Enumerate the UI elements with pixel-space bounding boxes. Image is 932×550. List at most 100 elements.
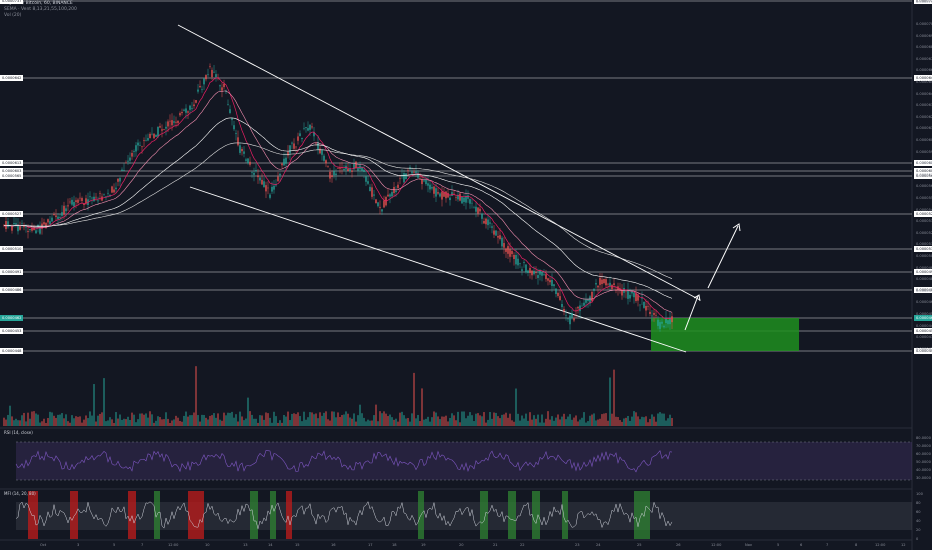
candle-body (181, 112, 183, 114)
price-tick: 0.0000690 (916, 33, 932, 38)
volume-bar (143, 414, 145, 426)
candle-body (137, 142, 139, 146)
candle-body (525, 264, 527, 273)
x-tick: 5 (777, 543, 780, 547)
volume-bar (93, 384, 95, 426)
volume-bar (97, 415, 99, 426)
volume-bar (275, 416, 277, 426)
volume-bar (415, 418, 417, 426)
volume-bar (269, 417, 271, 426)
volume-bar (53, 415, 55, 426)
volume-bar (171, 420, 173, 426)
candle-body (511, 250, 513, 255)
candle-body (655, 315, 657, 316)
mfi-zone (270, 491, 276, 539)
volume-bar (541, 414, 543, 426)
volume-bar (313, 414, 315, 426)
candle-body (209, 66, 211, 67)
x-tick: 16 (331, 543, 336, 547)
candle-body (447, 193, 449, 198)
volume-bar (219, 419, 221, 426)
volume-bar (325, 411, 327, 426)
candle-body (199, 85, 201, 88)
volume-bar (225, 415, 227, 426)
rsi-tick: 40.0000 (916, 468, 931, 472)
rsi-tick: 80.0000 (916, 436, 931, 440)
candle-body (349, 168, 351, 172)
candle-body (267, 187, 269, 189)
rsi-tick: 60.0000 (916, 452, 931, 456)
volume-bar (189, 415, 191, 426)
volume-bar (653, 416, 655, 426)
candle-body (113, 189, 115, 193)
candle-body (565, 314, 567, 316)
volume-bar (343, 414, 345, 426)
candle-body (319, 148, 321, 154)
volume-bar (557, 414, 559, 426)
candle-body (643, 301, 645, 308)
volume-bar (543, 422, 545, 426)
volume-bar (429, 421, 431, 426)
volume-bar (59, 414, 61, 426)
candle-body (303, 128, 305, 129)
arrow-line (684, 295, 699, 331)
level-label-right: 0.0000462 (914, 315, 932, 321)
volume-bar (575, 415, 577, 426)
volume-bar (591, 414, 593, 426)
volume-bar (339, 417, 341, 426)
candle-body (69, 201, 71, 203)
candle-body (613, 283, 615, 285)
volume-bar (401, 411, 403, 426)
volume-bar (671, 417, 673, 426)
x-tick: 7 (141, 543, 144, 547)
candle-body (103, 193, 105, 195)
price-tick: 0.0000700 (916, 22, 932, 26)
volume-bar (599, 418, 601, 426)
volume-bar (597, 419, 599, 426)
volume-bar (191, 415, 193, 426)
candle-body (339, 167, 341, 169)
volume-bar (405, 418, 407, 426)
volume-bar (111, 419, 113, 426)
volume-bar (375, 404, 377, 426)
candle-body (387, 194, 389, 197)
mfi-line (15, 501, 673, 529)
candle-body (347, 168, 349, 172)
price-tick: 0.0000490 (916, 265, 932, 270)
candle-body (205, 75, 207, 80)
mfi-tick: 80 (916, 501, 921, 505)
volume-bar (125, 419, 127, 426)
volume-bar (149, 411, 151, 426)
level-label-left: 0.0000527 (0, 211, 24, 217)
candle-body (45, 222, 47, 228)
candle-body (171, 120, 173, 126)
candle-body (629, 294, 631, 299)
candle-body (355, 161, 357, 168)
volume-bar (199, 421, 201, 426)
volume-bar (669, 414, 671, 426)
volume-bar (209, 415, 211, 426)
x-tick: 17 (368, 543, 373, 547)
candle-body (423, 180, 425, 182)
volume-bar (455, 420, 457, 426)
volume-bar (629, 420, 631, 426)
x-tick: 18 (392, 543, 397, 547)
candle-body (299, 133, 301, 137)
candle-body (177, 120, 179, 123)
volume-bar (261, 415, 263, 426)
candle-body (367, 181, 369, 184)
candle-body (129, 157, 131, 161)
volume-bar (451, 413, 453, 426)
level-label-left: 0.0000642 (0, 75, 24, 81)
level-label-right: 0.0000453 (914, 328, 932, 334)
volume-bar (141, 413, 143, 426)
volume-bar (537, 414, 539, 426)
volume-bar (617, 417, 619, 426)
candle-body (67, 205, 69, 207)
level-label-left: 0.0000491 (0, 269, 24, 275)
candle-body (141, 146, 143, 148)
volume-bar (113, 422, 115, 426)
candle-body (469, 199, 471, 204)
